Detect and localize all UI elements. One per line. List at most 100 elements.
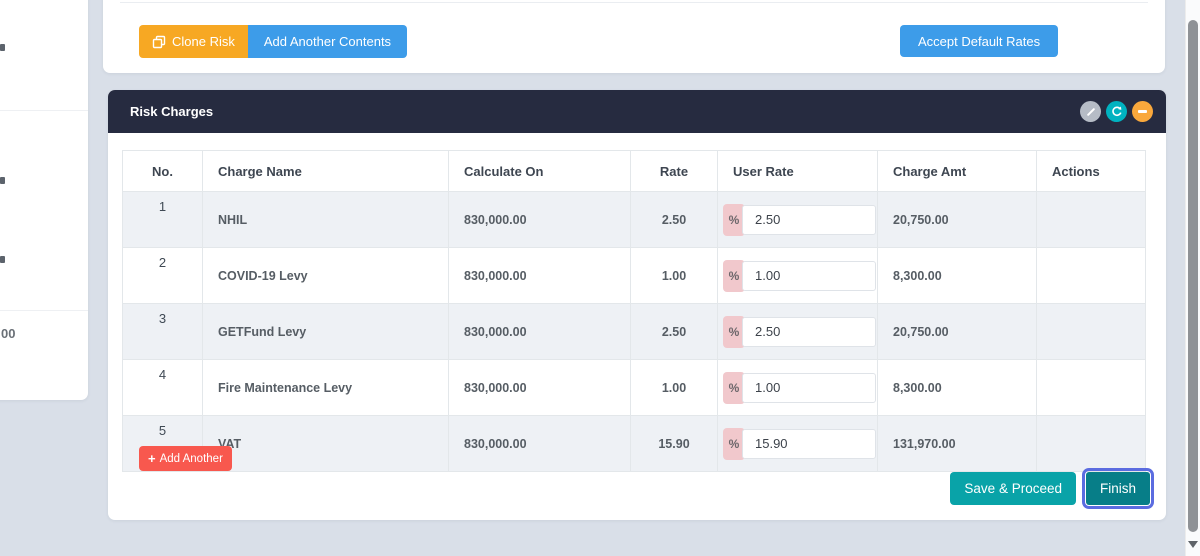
refresh-icon — [1112, 106, 1122, 117]
divider — [0, 110, 88, 111]
scroll-down-arrow-icon[interactable] — [1188, 541, 1198, 548]
add-another-label: Add Another — [159, 452, 223, 465]
calculate-on-cell: 830,000.00 — [448, 303, 631, 360]
charge-amt-cell: 8,300.00 — [877, 247, 1037, 304]
accept-default-rates-button[interactable]: Accept Default Rates — [900, 25, 1059, 57]
scrollbar-thumb[interactable] — [1188, 20, 1198, 532]
charge-amt-cell: 20,750.00 — [877, 303, 1037, 360]
charge-amt-cell: 131,970.00 — [877, 415, 1037, 472]
card-collapse-button[interactable] — [1132, 101, 1153, 122]
clipped-amount-text: 00 — [1, 326, 16, 341]
user-rate-input-group: % — [723, 427, 877, 460]
charge-amt-cell: 20,750.00 — [877, 191, 1037, 248]
divider — [0, 310, 88, 311]
bottom-actions: Save & Proceed Finish — [950, 468, 1155, 509]
risk-charges-table: No. Charge Name Calculate On Rate User R… — [122, 150, 1146, 472]
charge-amt-cell: 8,300.00 — [877, 359, 1037, 416]
actions-cell — [1036, 247, 1146, 304]
user-rate-cell: % — [717, 191, 878, 248]
column-header-actions: Actions — [1036, 150, 1146, 192]
user-rate-cell: % — [717, 303, 878, 360]
vertical-scrollbar[interactable] — [1185, 0, 1200, 556]
table-row: 1 NHIL 830,000.00 2.50 % 20,750.00 — [122, 191, 1146, 248]
row-number: 1 — [122, 191, 203, 248]
user-rate-cell: % — [717, 415, 878, 472]
toolbar-card: Clone Risk Add Another Contents Accept D… — [103, 0, 1165, 73]
table-row: 3 GETFund Levy 830,000.00 2.50 % 20,750.… — [122, 303, 1146, 360]
add-another-button[interactable]: + Add Another — [139, 446, 232, 471]
calculate-on-cell: 830,000.00 — [448, 415, 631, 472]
rate-cell: 2.50 — [630, 303, 718, 360]
user-rate-input-group: % — [723, 259, 877, 292]
card-refresh-button[interactable] — [1106, 101, 1127, 122]
collapse-minus-icon — [1138, 110, 1147, 113]
actions-cell — [1036, 359, 1146, 416]
clipped-text-fragment — [0, 177, 5, 184]
column-header-user-rate: User Rate — [717, 150, 878, 192]
risk-charges-title: Risk Charges — [130, 104, 214, 119]
charge-name-cell: NHIL — [202, 191, 449, 248]
left-partial-card: 00 — [0, 0, 88, 400]
user-rate-input[interactable] — [742, 428, 876, 459]
calculate-on-cell: 830,000.00 — [448, 359, 631, 416]
table-header-row: No. Charge Name Calculate On Rate User R… — [122, 150, 1146, 192]
clipped-text-fragment — [0, 44, 5, 51]
save-and-proceed-label: Save & Proceed — [964, 481, 1062, 496]
rate-cell: 15.90 — [630, 415, 718, 472]
clone-risk-button[interactable]: Clone Risk — [139, 25, 248, 58]
percent-prefix: % — [723, 371, 745, 404]
clone-icon — [152, 35, 166, 48]
column-header-rate: Rate — [630, 150, 718, 192]
calculate-on-cell: 830,000.00 — [448, 191, 631, 248]
charge-name-cell: Fire Maintenance Levy — [202, 359, 449, 416]
rate-cell: 1.00 — [630, 247, 718, 304]
row-number: 4 — [122, 359, 203, 416]
user-rate-input[interactable] — [742, 204, 876, 235]
user-rate-input-group: % — [723, 203, 877, 236]
user-rate-input-group: % — [723, 315, 877, 348]
user-rate-input[interactable] — [742, 260, 876, 291]
accept-default-rates-label: Accept Default Rates — [918, 33, 1041, 49]
table-row: 2 COVID-19 Levy 830,000.00 1.00 % 8,300.… — [122, 247, 1146, 304]
percent-prefix: % — [723, 259, 745, 292]
column-header-no: No. — [122, 150, 203, 192]
risk-charges-card: Risk Charges No. Charge Name Calculate O… — [108, 90, 1166, 520]
risk-charges-header: Risk Charges — [108, 90, 1166, 133]
plus-icon: + — [148, 451, 156, 466]
calculate-on-cell: 830,000.00 — [448, 247, 631, 304]
charge-name-cell: COVID-19 Levy — [202, 247, 449, 304]
table-row: 4 Fire Maintenance Levy 830,000.00 1.00 … — [122, 359, 1146, 416]
edit-icon — [1086, 107, 1095, 116]
rate-cell: 2.50 — [630, 191, 718, 248]
actions-cell — [1036, 303, 1146, 360]
table-row: 5 VAT 830,000.00 15.90 % 131,970.00 — [122, 415, 1146, 472]
actions-cell — [1036, 415, 1146, 472]
column-header-calculate-on: Calculate On — [448, 150, 631, 192]
percent-prefix: % — [723, 315, 745, 348]
percent-prefix: % — [723, 203, 745, 236]
user-rate-cell: % — [717, 247, 878, 304]
actions-cell — [1036, 191, 1146, 248]
column-header-charge-amt: Charge Amt — [877, 150, 1037, 192]
user-rate-input[interactable] — [742, 316, 876, 347]
charge-name-cell: VAT — [202, 415, 449, 472]
clone-risk-label: Clone Risk — [172, 34, 235, 49]
clipped-text-fragment — [0, 256, 5, 263]
save-and-proceed-button[interactable]: Save & Proceed — [950, 472, 1076, 505]
finish-button[interactable]: Finish — [1081, 468, 1155, 509]
user-rate-input-group: % — [723, 371, 877, 404]
rate-cell: 1.00 — [630, 359, 718, 416]
percent-prefix: % — [723, 427, 745, 460]
row-number: 2 — [122, 247, 203, 304]
add-another-contents-label: Add Another Contents — [263, 34, 392, 49]
add-another-contents-button[interactable]: Add Another Contents — [247, 25, 408, 58]
finish-label: Finish — [1099, 481, 1136, 496]
card-edit-button[interactable] — [1080, 101, 1101, 122]
toolbar-button-group: Clone Risk Add Another Contents — [139, 25, 408, 58]
user-rate-input[interactable] — [742, 372, 876, 403]
divider — [120, 2, 1148, 3]
charge-name-cell: GETFund Levy — [202, 303, 449, 360]
column-header-charge-name: Charge Name — [202, 150, 449, 192]
row-number: 3 — [122, 303, 203, 360]
user-rate-cell: % — [717, 359, 878, 416]
